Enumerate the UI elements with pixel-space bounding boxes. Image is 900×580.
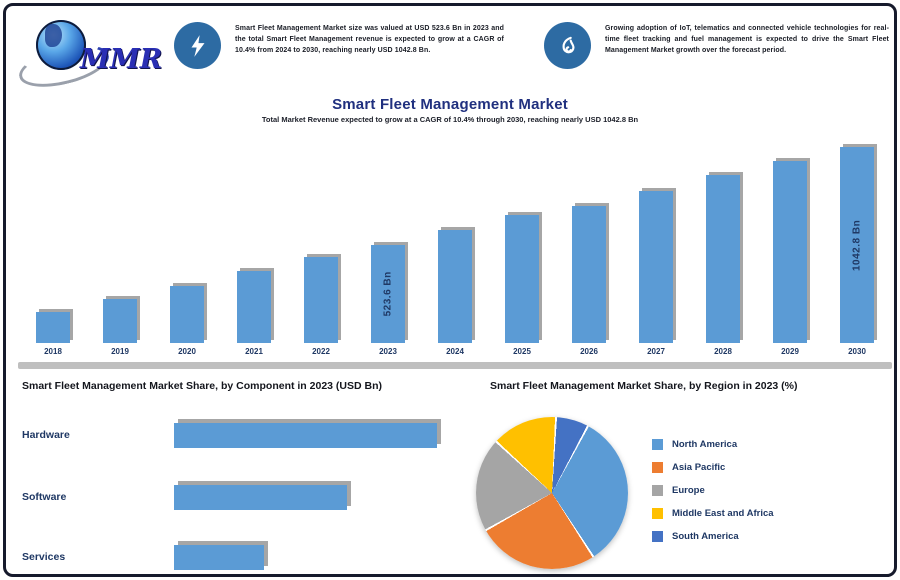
legend-item: North America — [652, 438, 774, 450]
x-axis-tick-label: 2018 — [44, 347, 62, 356]
x-axis-tick-label: 2023 — [379, 347, 397, 356]
x-axis-tick-label: 2024 — [446, 347, 464, 356]
legend-swatch — [652, 438, 663, 450]
region-section-title: Smart Fleet Management Market Share, by … — [490, 380, 798, 392]
x-axis-tick-label: 2022 — [312, 347, 330, 356]
component-bar — [174, 544, 264, 570]
x-axis-tick-label: 2019 — [111, 347, 129, 356]
component-label: Services — [22, 551, 66, 563]
header-blurb-growth-driver: Growing adoption of IoT, telematics and … — [544, 20, 889, 69]
bar-column: 1042.8 Bn — [826, 133, 888, 343]
legend-label: Asia Pacific — [672, 461, 726, 473]
revenue-bar-2021 — [237, 271, 271, 343]
revenue-bar-2023: 523.6 Bn — [371, 244, 405, 343]
bar-column — [424, 133, 486, 343]
legend-swatch — [652, 507, 663, 519]
component-bar — [174, 422, 437, 448]
revenue-bar-2022 — [304, 256, 338, 343]
x-axis-tick-label: 2020 — [178, 347, 196, 356]
page-subtitle: Total Market Revenue expected to grow at… — [261, 115, 639, 124]
revenue-bar-2024 — [438, 230, 472, 343]
bar-column — [625, 133, 687, 343]
bar-column — [290, 133, 352, 343]
x-axis-tick-label: 2030 — [848, 347, 866, 356]
bar-column: 523.6 Bn — [357, 133, 419, 343]
bar-column — [558, 133, 620, 343]
component-row-services: Services — [22, 544, 264, 570]
component-label: Hardware — [22, 429, 70, 441]
component-section-title: Smart Fleet Management Market Share, by … — [22, 380, 382, 392]
component-bar — [174, 484, 347, 510]
component-bar-chart: Hardware Software Services — [22, 408, 472, 573]
revenue-bar-2026 — [572, 205, 606, 343]
blurb-text: Smart Fleet Management Market size was v… — [235, 25, 504, 54]
revenue-bar-2018 — [36, 312, 70, 343]
bar-column — [759, 133, 821, 343]
pie-legend: North America Asia Pacific Europe Middle Ea… — [652, 438, 774, 553]
legend-item: South America — [652, 530, 774, 542]
bar-column — [89, 133, 151, 343]
revenue-bar-2019 — [103, 299, 137, 343]
bar-value-label: 1042.8 Bn — [851, 219, 863, 271]
revenue-bar-2029 — [773, 161, 807, 343]
blurb-text: Growing adoption of IoT, telematics and … — [605, 25, 889, 54]
page-title: Smart Fleet Management Market — [332, 96, 568, 113]
x-axis-tick-label: 2029 — [781, 347, 799, 356]
revenue-bar-2028 — [706, 175, 740, 343]
legend-item: Europe — [652, 484, 774, 496]
mmr-logo: MMR — [15, 18, 162, 95]
revenue-bar-2030: 1042.8 Bn — [840, 147, 874, 343]
revenue-bar-2025 — [505, 215, 539, 343]
revenue-bar-2020 — [170, 285, 204, 343]
bar-column — [22, 133, 84, 343]
x-axis-tick-label: 2027 — [647, 347, 665, 356]
legend-label: South America — [672, 530, 739, 542]
component-row-hardware: Hardware — [22, 422, 437, 448]
infographic-frame: MMR Smart Fleet Management Market size w… — [3, 3, 897, 577]
bar-chart-x-axis-labels: 2018 2019 2020 2021 2022 2023 2024 2025 2026 2027… — [22, 347, 888, 356]
legend-item: Asia Pacific — [652, 461, 774, 473]
lightning-icon — [174, 22, 221, 69]
x-axis-tick-label: 2026 — [580, 347, 598, 356]
legend-swatch — [652, 530, 663, 542]
bar-column — [491, 133, 553, 343]
revenue-bar-2027 — [639, 191, 673, 343]
flame-icon — [544, 22, 591, 69]
header-blurb-market-size: Smart Fleet Management Market size was v… — [174, 20, 504, 69]
component-label: Software — [22, 491, 67, 503]
x-axis-tick-label: 2028 — [714, 347, 732, 356]
legend-label: North America — [672, 438, 738, 450]
x-axis-baseline — [18, 362, 892, 369]
legend-swatch — [652, 484, 663, 496]
region-pie-chart — [476, 417, 628, 569]
x-axis-tick-label: 2025 — [513, 347, 531, 356]
bar-column — [692, 133, 754, 343]
legend-swatch — [652, 461, 663, 473]
revenue-bar-chart: 523.6 Bn 1042.8 Bn — [22, 133, 888, 343]
globe-icon — [36, 20, 86, 70]
header: MMR Smart Fleet Management Market size w… — [6, 6, 894, 95]
legend-label: Middle East and Africa — [672, 507, 774, 519]
x-axis-tick-label: 2021 — [245, 347, 263, 356]
component-row-software: Software — [22, 484, 347, 510]
logo-text: MMR — [80, 44, 163, 75]
bar-column — [156, 133, 218, 343]
bar-column — [223, 133, 285, 343]
legend-label: Europe — [672, 484, 705, 496]
legend-item: Middle East and Africa — [652, 507, 774, 519]
bar-value-label: 523.6 Bn — [382, 271, 394, 317]
